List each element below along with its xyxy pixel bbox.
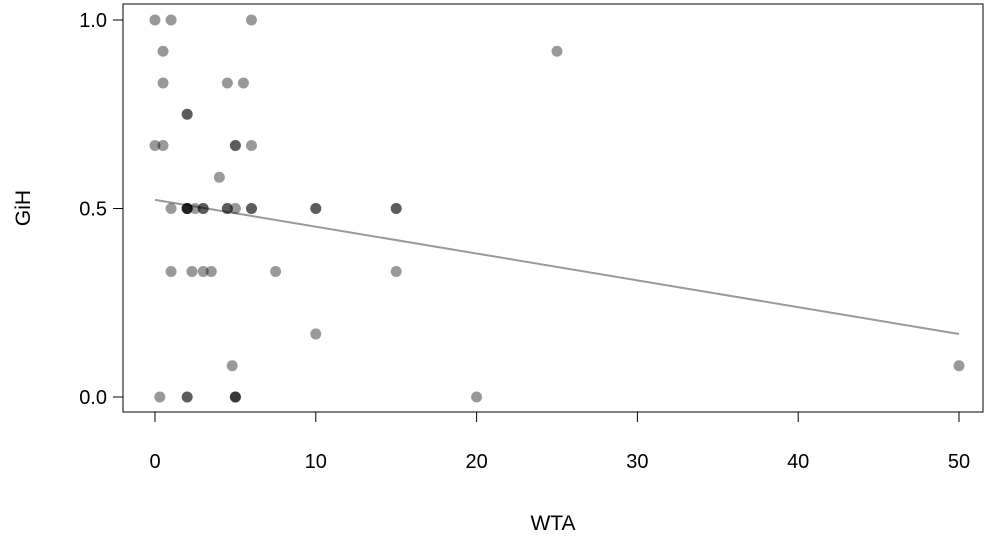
data-point [149,140,161,152]
data-point [229,140,241,152]
data-point [197,203,209,214]
data-point [165,265,177,277]
data-point [205,265,217,277]
data-point [181,108,193,120]
x-tick-label: 40 [787,451,809,473]
x-tick-label: 50 [948,451,970,473]
data-point [390,203,402,214]
data-point [157,77,169,89]
data-point [310,203,322,214]
data-point [229,391,241,403]
data-point [181,391,193,403]
points-layer [149,14,965,403]
data-point [181,203,193,214]
data-point [953,360,965,372]
data-point [390,265,402,277]
data-point [270,265,282,277]
y-axis: 0.0 0.5 1.0 [79,10,123,409]
data-point [213,171,225,183]
data-point [181,203,193,214]
data-point [157,45,169,57]
data-point [165,14,177,26]
x-tick-label: 20 [465,451,487,473]
x-tick-label: 30 [626,451,648,473]
data-point [245,140,257,152]
data-point [245,14,257,26]
data-point [229,203,241,214]
data-point [229,140,241,152]
data-point [390,203,402,214]
data-point [197,265,209,277]
x-axis-title: WTA [530,512,575,535]
data-point [181,203,193,214]
data-point [229,391,241,403]
y-tick-label: 1.0 [79,10,107,32]
data-point [245,203,257,214]
data-point [181,108,193,120]
x-tick-label: 0 [149,451,160,473]
data-point [154,391,166,403]
data-point [181,391,193,403]
data-point [237,77,249,89]
y-tick-label: 0.0 [79,387,107,409]
data-point [157,140,169,152]
data-point [189,203,201,214]
data-point [310,203,322,214]
data-point [221,203,233,214]
y-tick-label: 0.5 [79,199,107,221]
data-point [181,203,193,214]
y-axis-title: GiH [12,190,35,226]
trend-line [154,198,960,336]
data-point [471,391,483,403]
data-point [245,203,257,214]
data-point [551,45,563,57]
data-point [149,14,161,26]
trend-line-layer [154,198,960,336]
x-axis: 0 10 20 30 40 50 [149,412,970,473]
data-point [221,203,233,214]
data-point [165,203,177,214]
x-tick-label: 10 [305,451,327,473]
data-point [226,360,238,372]
data-point [197,203,209,214]
data-point [229,391,241,403]
data-point [310,328,322,340]
data-point [186,265,198,277]
data-point [221,77,233,89]
